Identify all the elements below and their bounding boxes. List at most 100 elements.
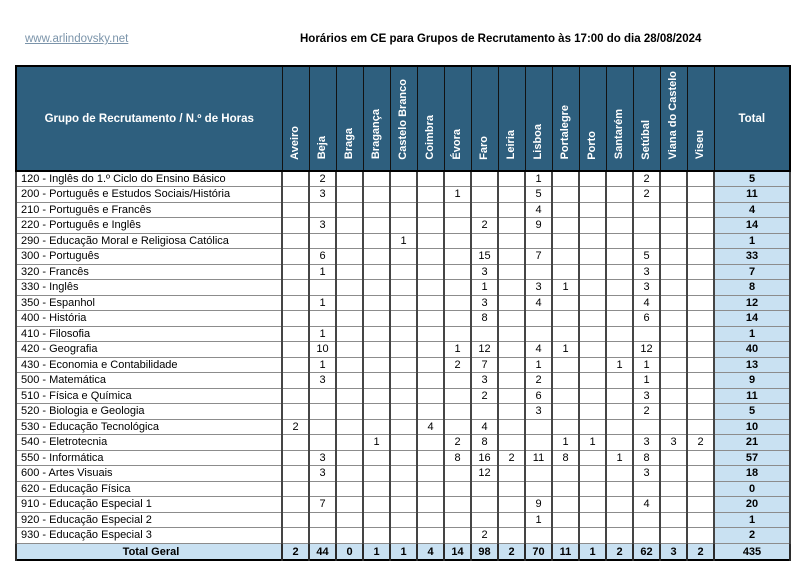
cell-faro [470,403,499,420]
cell-viana-do-castelo [659,496,688,513]
cell-beja: 1 [308,356,337,374]
cell-beja: 1 [308,294,337,312]
cell-coimbra [416,434,445,451]
cell-braga [335,387,364,405]
cell-faro [470,186,499,203]
cell-aveiro [281,201,310,219]
row-label: 410 - Filosofia [15,325,283,343]
cell-santarem: 1 [605,449,634,467]
cell-porto [578,387,607,405]
cell-braga [335,449,364,467]
cell-evora [443,232,472,250]
cell-braga [335,294,364,312]
row-label: 920 - Educação Especial 2 [15,511,283,529]
cell-castelo-branco [389,186,418,203]
cell-setubal: 3 [632,434,661,451]
cell-evora: 2 [443,434,472,451]
grand-total-cell-lisboa: 70 [524,542,553,561]
cell-aveiro [281,310,310,327]
cell-braga [335,201,364,219]
column-header-lisboa: Lisboa [524,65,553,173]
cell-portalegre [551,496,580,513]
row-label: 910 - Educação Especial 1 [15,496,283,513]
cell-coimbra [416,201,445,219]
cell-viseu: 2 [686,434,715,451]
cell-lisboa [524,325,553,343]
cell-viana-do-castelo [659,170,688,188]
table-row: 120 - Inglês do 1.º Ciclo do Ensino Bási… [15,170,791,188]
table-row: 500 - Matemática 3 3 2 1 9 [15,372,791,389]
cell-santarem [605,217,634,234]
cell-braganca [362,372,391,389]
cell-beja [308,434,337,451]
cell-viseu [686,232,715,250]
cell-leiria [497,186,526,203]
row-total: 5 [713,403,791,420]
cell-evora [443,310,472,327]
cell-portalegre [551,356,580,374]
cell-faro: 3 [470,263,499,281]
cell-aveiro [281,263,310,281]
column-header-label: Porto [586,130,598,160]
cell-braga [335,279,364,296]
cell-leiria [497,294,526,312]
cell-porto [578,186,607,203]
cell-coimbra [416,527,445,544]
row-total: 11 [713,186,791,203]
table-row: 540 - Eletrotecnia 1 2 8 1 1 3 3 2 21 [15,434,791,451]
column-header-beja: Beja [308,65,337,173]
cell-beja [308,480,337,498]
cell-santarem: 1 [605,356,634,374]
table-row: 420 - Geografia 10 1 12 4 1 12 40 [15,341,791,358]
table-row: 210 - Português e Francês 4 4 [15,201,791,219]
cell-viana-do-castelo [659,341,688,358]
cell-coimbra [416,263,445,281]
cell-setubal: 6 [632,310,661,327]
cell-leiria [497,232,526,250]
cell-porto [578,511,607,529]
row-total: 8 [713,279,791,296]
cell-setubal: 4 [632,294,661,312]
cell-viseu [686,310,715,327]
row-total: 4 [713,201,791,219]
cell-beja: 6 [308,248,337,265]
row-total: 5 [713,170,791,188]
cell-santarem [605,418,634,436]
cell-castelo-branco [389,403,418,420]
cell-beja: 10 [308,341,337,358]
column-header-label: Évora [451,128,463,160]
grand-total-cell-beja: 44 [308,542,337,561]
cell-braganca [362,232,391,250]
cell-setubal: 1 [632,356,661,374]
cell-faro [470,480,499,498]
site-link[interactable]: www.arlindovsky.net [25,33,129,45]
cell-faro: 2 [470,387,499,405]
cell-faro: 8 [470,310,499,327]
cell-braganca [362,418,391,436]
cell-viseu [686,325,715,343]
cell-aveiro [281,372,310,389]
cell-porto [578,496,607,513]
column-header-faro: Faro [470,65,499,173]
cell-santarem [605,248,634,265]
cell-braga [335,372,364,389]
cell-porto [578,279,607,296]
table-row: 320 - Francês 1 3 3 7 [15,263,791,281]
cell-santarem [605,232,634,250]
cell-braga [335,341,364,358]
cell-leiria [497,279,526,296]
cell-portalegre [551,418,580,436]
grand-total-cell-porto: 1 [578,542,607,561]
cell-castelo-branco [389,511,418,529]
cell-viana-do-castelo [659,356,688,374]
cell-castelo-branco [389,527,418,544]
column-header-label: Coimbra [424,114,436,160]
cell-leiria [497,496,526,513]
cell-braganca [362,449,391,467]
cell-coimbra [416,279,445,296]
grand-total-cell-setubal: 62 [632,542,661,561]
cell-beja: 3 [308,449,337,467]
cell-evora [443,263,472,281]
cell-lisboa: 1 [524,170,553,188]
cell-coimbra [416,496,445,513]
